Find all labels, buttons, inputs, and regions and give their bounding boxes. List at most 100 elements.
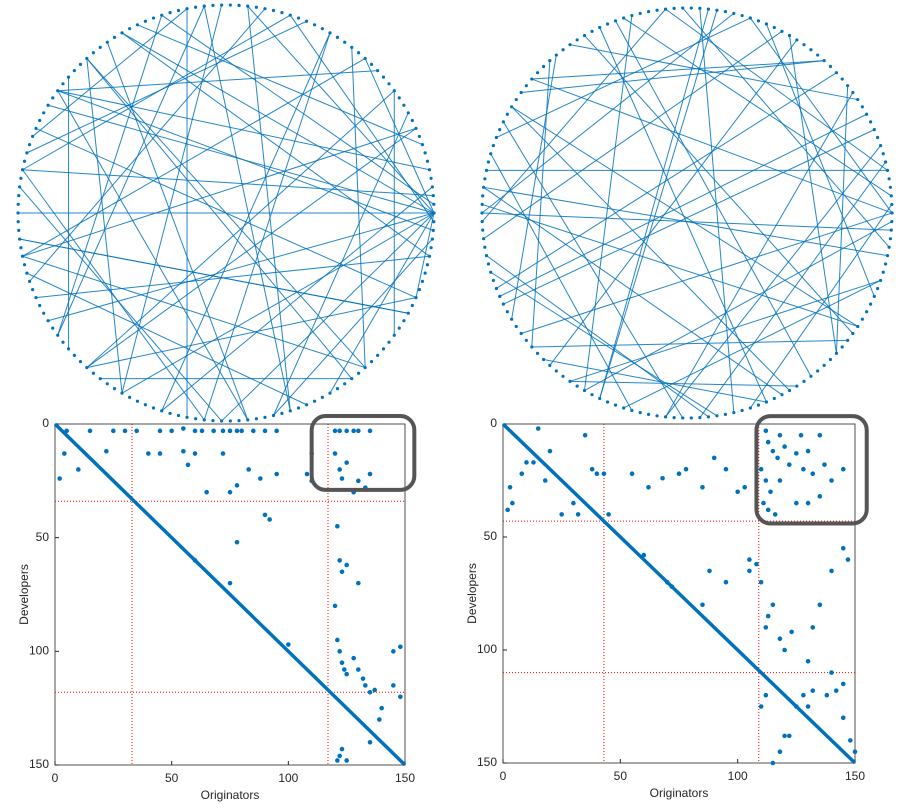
- y-tick-label: 100: [477, 642, 497, 656]
- node: [622, 406, 626, 410]
- edge: [481, 8, 666, 222]
- edge: [86, 58, 353, 379]
- point: [798, 433, 804, 438]
- point: [676, 471, 682, 477]
- edge: [364, 58, 435, 214]
- node: [22, 159, 27, 163]
- node: [16, 211, 20, 215]
- point: [589, 466, 595, 472]
- point: [398, 694, 403, 700]
- node: [423, 271, 427, 275]
- node: [494, 286, 498, 291]
- node: [816, 53, 820, 57]
- node: [756, 19, 761, 23]
- node: [335, 387, 340, 391]
- node: [541, 357, 546, 362]
- node: [889, 194, 893, 198]
- point: [765, 507, 771, 513]
- point: [817, 433, 823, 438]
- point: [356, 478, 361, 484]
- node: [112, 387, 117, 391]
- point: [824, 692, 830, 698]
- edge: [483, 30, 783, 240]
- node: [128, 395, 132, 399]
- node: [646, 412, 651, 416]
- edge: [483, 186, 783, 396]
- node: [228, 419, 232, 423]
- edge: [273, 112, 409, 416]
- edge: [520, 212, 893, 334]
- node: [732, 11, 736, 16]
- node: [890, 211, 894, 215]
- node: [168, 11, 172, 15]
- node: [748, 16, 752, 20]
- point: [840, 681, 846, 687]
- node: [840, 345, 844, 349]
- node: [17, 228, 21, 233]
- node: [51, 326, 55, 330]
- point: [344, 758, 349, 763]
- node: [414, 296, 418, 300]
- node: [890, 219, 894, 224]
- node: [425, 159, 430, 163]
- node: [663, 7, 668, 11]
- point: [192, 558, 198, 563]
- node: [613, 19, 618, 23]
- point: [742, 484, 748, 490]
- node: [605, 22, 610, 26]
- point: [267, 517, 272, 522]
- node: [18, 185, 22, 189]
- node: [392, 89, 396, 93]
- node: [246, 418, 250, 422]
- node: [846, 338, 850, 342]
- node: [66, 75, 71, 79]
- point: [335, 758, 340, 763]
- node: [211, 418, 215, 423]
- point: [840, 546, 846, 551]
- node: [61, 82, 65, 86]
- node: [655, 414, 659, 418]
- node: [34, 296, 38, 300]
- edge: [19, 238, 409, 314]
- x-tick-label: 0: [500, 769, 507, 783]
- point: [786, 733, 792, 739]
- node: [17, 193, 21, 198]
- edge: [32, 8, 188, 137]
- point: [786, 462, 792, 467]
- node: [432, 202, 436, 206]
- node: [328, 31, 332, 35]
- edge: [121, 32, 435, 214]
- node: [795, 384, 799, 388]
- node: [25, 271, 29, 275]
- node: [876, 286, 880, 291]
- node: [568, 43, 572, 47]
- node: [185, 415, 189, 419]
- point: [351, 428, 356, 434]
- point: [262, 428, 268, 434]
- node: [381, 75, 386, 79]
- point: [782, 444, 787, 449]
- edge: [699, 8, 735, 413]
- point: [377, 717, 382, 722]
- point: [582, 433, 588, 438]
- point: [777, 478, 783, 483]
- node: [834, 351, 839, 355]
- point: [234, 483, 240, 488]
- point: [337, 558, 342, 563]
- point: [274, 471, 279, 477]
- point: [335, 524, 340, 529]
- node: [369, 360, 374, 364]
- point: [765, 613, 771, 619]
- point: [763, 625, 769, 630]
- point: [641, 552, 647, 558]
- point: [76, 467, 81, 472]
- point: [761, 500, 766, 506]
- point: [559, 512, 564, 517]
- node: [105, 40, 109, 44]
- node: [38, 303, 42, 308]
- point: [344, 460, 349, 465]
- node: [98, 377, 102, 381]
- node: [406, 311, 410, 315]
- edge: [584, 15, 633, 391]
- edge: [749, 204, 893, 409]
